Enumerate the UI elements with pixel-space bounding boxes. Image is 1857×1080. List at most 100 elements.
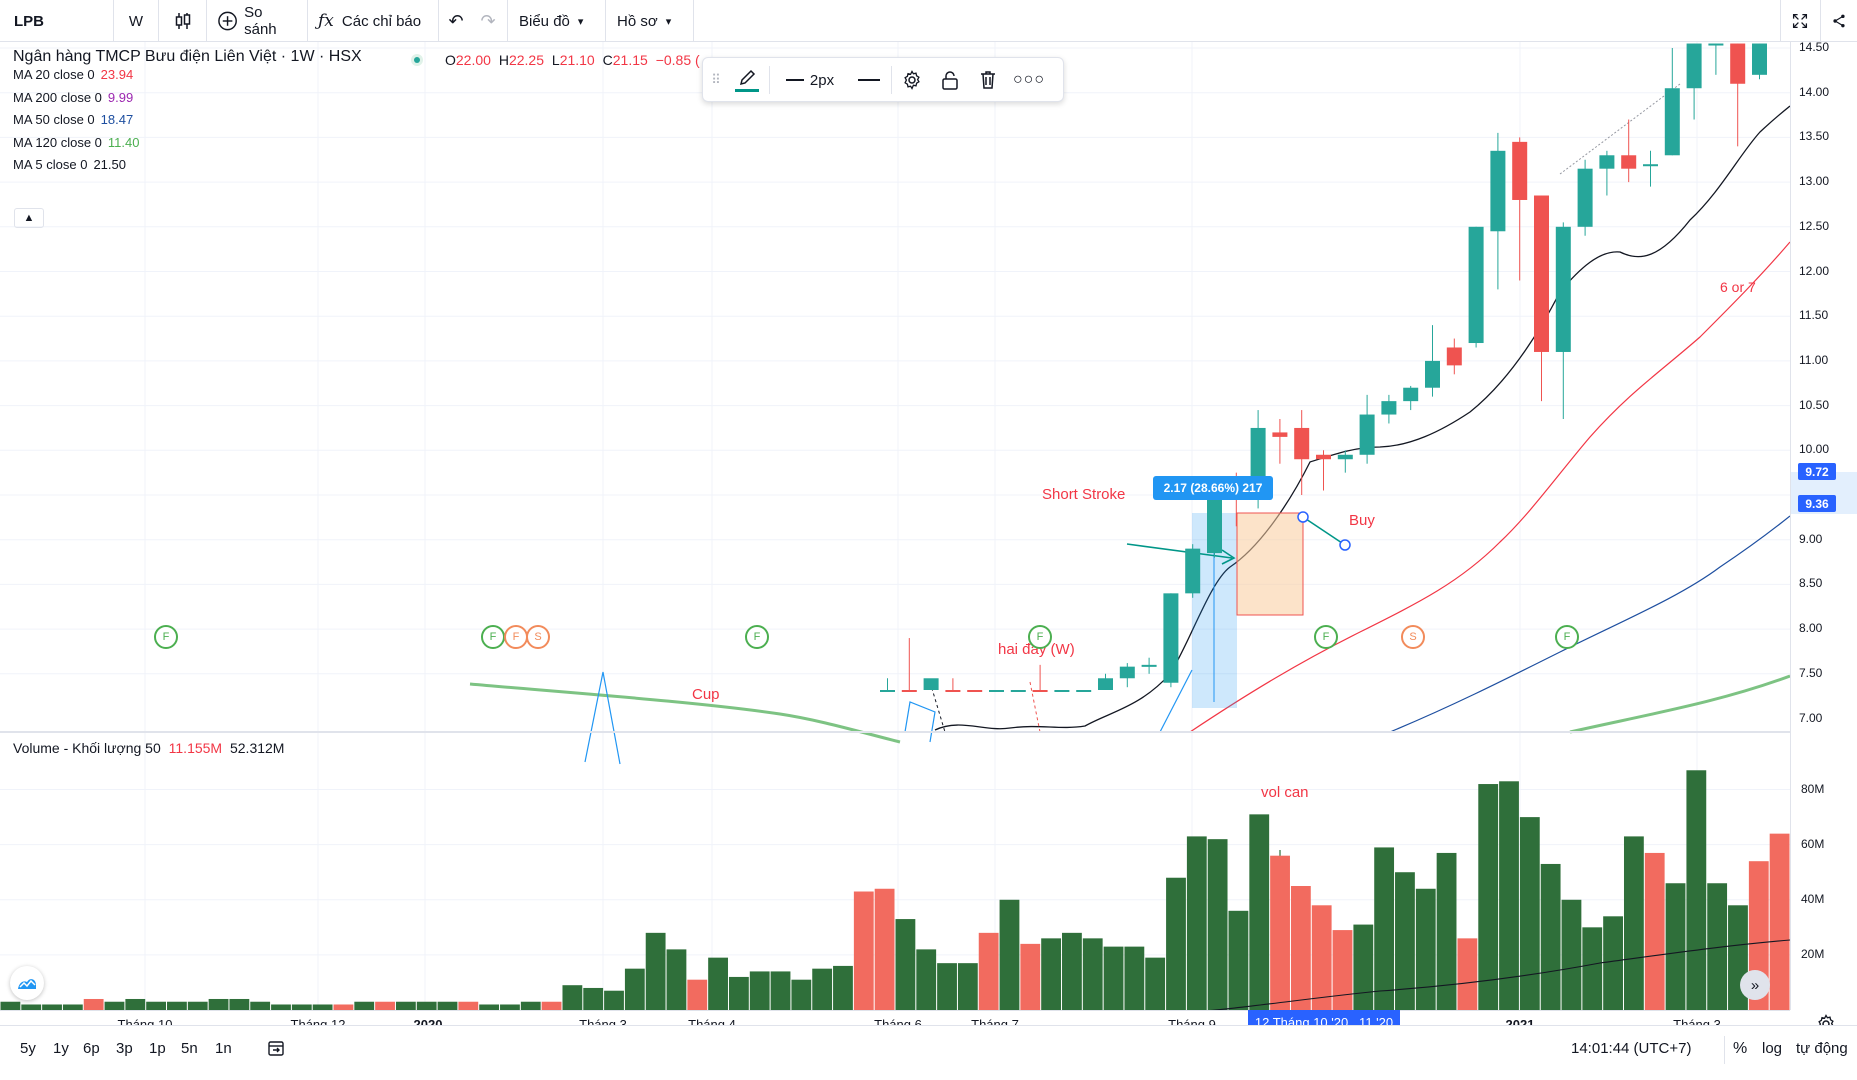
volume-bar — [1540, 863, 1561, 1010]
divider — [113, 0, 114, 42]
volume-bar — [666, 949, 687, 1010]
range-button[interactable]: 6p — [83, 1040, 100, 1057]
volume-bar — [187, 1001, 208, 1010]
drag-handle[interactable]: ⠿ — [711, 72, 721, 87]
logo-icon[interactable] — [10, 966, 44, 1000]
chart-title: Ngân hàng TMCP Bưu điện Liên Việt · 1W ·… — [13, 48, 362, 65]
indicators-button[interactable]: ƒx Các chỉ báo — [308, 0, 438, 42]
cup-label: Cup — [692, 686, 720, 703]
volume-bar — [291, 1004, 312, 1010]
chart-canvas[interactable] — [0, 42, 1790, 1010]
lock-button[interactable] — [933, 66, 967, 94]
event-marker[interactable]: F — [154, 625, 178, 649]
candles-icon — [175, 13, 190, 29]
line-style-button[interactable] — [851, 66, 887, 94]
buy-point-handle[interactable] — [1297, 511, 1309, 523]
event-marker[interactable]: F — [1314, 625, 1338, 649]
volume-bar — [1436, 852, 1457, 1010]
range-button[interactable]: 1p — [149, 1040, 166, 1057]
ma20-line — [1189, 241, 1790, 733]
volume-bar — [624, 968, 645, 1010]
collapse-legend-button[interactable]: ▲ — [14, 208, 44, 228]
event-marker[interactable]: F — [481, 625, 505, 649]
drawing-toolbar[interactable]: ⠿ 2px ○○○ — [702, 57, 1064, 102]
settings-button[interactable] — [895, 66, 929, 94]
volume-bar — [312, 1004, 333, 1010]
interval-button[interactable]: W — [128, 12, 144, 30]
ma-legend-row[interactable]: MA 20 close 0 23.94 — [13, 67, 133, 82]
volume-bar — [541, 1001, 562, 1010]
trend-dotted-line — [1559, 83, 1681, 175]
delete-button[interactable] — [971, 66, 1005, 94]
range-button[interactable]: 1y — [53, 1040, 69, 1057]
six-or-seven-label: 6 or 7 — [1720, 279, 1756, 295]
event-marker[interactable]: S — [1401, 625, 1425, 649]
profile-dropdown[interactable]: Hồ sơ ▾ — [607, 0, 693, 42]
volume-bar — [229, 998, 250, 1010]
short-stroke-box[interactable] — [1236, 512, 1304, 616]
event-marker[interactable]: F — [504, 625, 528, 649]
date-range-button[interactable] — [266, 1038, 286, 1062]
ma-legend-row[interactable]: MA 200 close 0 9.99 — [13, 90, 133, 105]
ma-legend-row[interactable]: MA 120 close 0 11.40 — [13, 135, 139, 150]
range-button[interactable]: 1n — [215, 1040, 232, 1057]
price-tick: 14.00 — [1799, 84, 1830, 99]
ma-value: 9.99 — [107, 89, 134, 105]
measure-label: 2.17 (28.66%) 217 — [1153, 476, 1273, 500]
volume-bar — [645, 932, 666, 1010]
fullscreen-button[interactable] — [1782, 0, 1818, 42]
event-marker[interactable]: F — [1555, 625, 1579, 649]
price-tick: 10.00 — [1799, 442, 1830, 457]
volume-bar — [1603, 916, 1623, 1010]
log-toggle[interactable]: log — [1762, 1040, 1783, 1057]
volume-bar — [1124, 946, 1145, 1010]
double-bottom-label: hai đáy (W) — [998, 641, 1075, 658]
auto-toggle[interactable]: tự động — [1796, 1040, 1848, 1057]
ma-value: 11.40 — [107, 134, 140, 150]
candle — [1403, 385, 1419, 411]
event-marker[interactable]: S — [526, 625, 550, 649]
volume-bar — [728, 976, 749, 1010]
range-button[interactable]: 5y — [20, 1040, 36, 1057]
compare-button[interactable]: So sánh — [207, 0, 307, 42]
scroll-to-latest-button[interactable]: » — [1740, 970, 1770, 1000]
candle — [1708, 43, 1724, 75]
volume-bar — [1145, 957, 1166, 1010]
range-button[interactable]: 5n — [181, 1040, 198, 1057]
ma-legend-row[interactable]: MA 5 close 0 21.50 — [13, 157, 126, 172]
divider — [769, 66, 770, 94]
symbol-search[interactable]: LPB — [14, 12, 44, 30]
chart-type-dropdown[interactable]: Biểu đồ ▾ — [509, 0, 605, 42]
volume-bar — [1519, 817, 1540, 1010]
volume-bar — [395, 1001, 416, 1010]
volume-bar — [1686, 770, 1707, 1010]
share-button[interactable] — [1822, 0, 1856, 42]
range-button[interactable]: 3p — [116, 1040, 133, 1057]
volume-bar — [1041, 938, 1062, 1010]
more-button[interactable]: ○○○ — [1011, 66, 1047, 94]
candle — [1098, 673, 1113, 690]
volume-bar — [999, 899, 1020, 1010]
divider — [307, 0, 308, 42]
candle — [945, 678, 961, 692]
divider — [1780, 0, 1781, 42]
event-marker[interactable]: F — [1028, 625, 1052, 649]
line-width-button[interactable]: 2px — [775, 66, 845, 94]
line-color-button[interactable] — [731, 66, 763, 94]
candle-style-button[interactable] — [160, 0, 205, 42]
event-marker[interactable]: F — [745, 625, 769, 649]
undo-button[interactable]: ↶ — [440, 0, 472, 42]
candle — [901, 638, 917, 692]
redo-button[interactable]: ↷ — [472, 0, 504, 42]
percent-toggle[interactable]: % — [1733, 1040, 1748, 1057]
ma-label: MA 5 close 0 — [13, 157, 88, 172]
ma-legend-row[interactable]: MA 50 close 0 18.47 — [13, 112, 133, 127]
buy-point-handle[interactable] — [1339, 539, 1351, 551]
volume-bar — [1353, 924, 1374, 1010]
candle — [1599, 150, 1615, 196]
chart-area[interactable]: Ngân hàng TMCP Bưu điện Liên Việt · 1W ·… — [0, 42, 1790, 1010]
ma50-line — [1389, 515, 1790, 733]
volume-bar — [1249, 814, 1270, 1010]
price-axis[interactable]: 14.50 14.00 13.50 13.00 12.50 12.00 11.50 11.00… — [1790, 40, 1857, 1010]
chevron-up-icon: ▲ — [23, 212, 35, 224]
